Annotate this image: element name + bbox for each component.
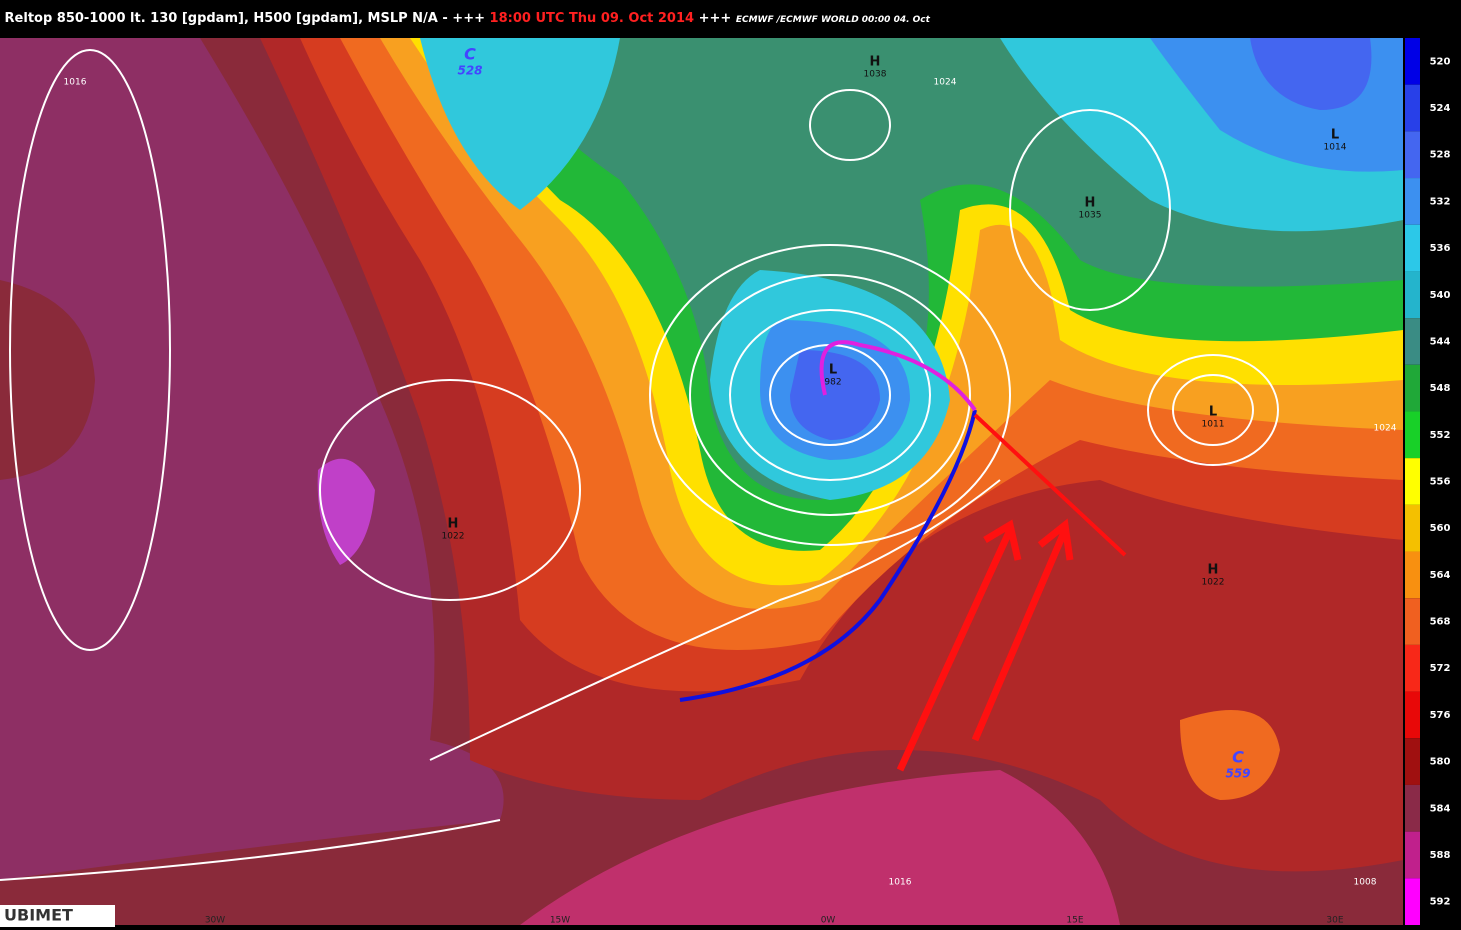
longitude-label: 30W (205, 916, 225, 926)
colorbar-label: 528 (1430, 150, 1451, 161)
isobar-label: 1008 (1354, 878, 1377, 888)
colorbar-label: 588 (1430, 850, 1451, 861)
center-value: 1011 (1202, 420, 1225, 430)
colorbar-label: 584 (1430, 803, 1451, 814)
center-value: 1022 (1202, 578, 1225, 588)
colorbar-swatch (1405, 551, 1420, 599)
isobar-label: 1024 (1374, 424, 1397, 434)
colorbar-label: 524 (1430, 103, 1451, 114)
center-value: 982 (824, 378, 841, 388)
colorbar-swatch (1405, 38, 1420, 85)
center-value: 1038 (864, 70, 887, 80)
center-value: 559 (1225, 767, 1250, 781)
center-letter: L (1331, 128, 1339, 143)
longitude-label: 15W (550, 916, 570, 926)
center-letter: H (1085, 196, 1096, 211)
colorbar-label: 592 (1430, 897, 1451, 908)
colorbar-swatch (1405, 224, 1420, 272)
colorbar-swatch (1405, 691, 1420, 739)
logo-box (0, 905, 115, 927)
colorbar-label: 520 (1430, 56, 1451, 67)
model: ECMWF /ECMWF WORLD 00:00 04. Oct (735, 15, 930, 25)
colorbar-label: 564 (1430, 570, 1451, 581)
isobar-label: 1016 (889, 878, 912, 888)
colorbar-swatch (1405, 364, 1420, 412)
colorbar-swatch (1405, 738, 1420, 785)
colorbar-swatch (1405, 784, 1420, 832)
colorbar-swatch (1405, 84, 1420, 132)
colorbar-swatch (1405, 504, 1420, 552)
center-letter: L (829, 363, 837, 378)
center-letter: H (448, 517, 459, 532)
colorbar-label: 556 (1430, 477, 1451, 488)
header: Reltop 850-1000 lt. 130 [gpdam], H500 [g… (0, 0, 1461, 38)
colorbar-label: 552 (1430, 430, 1451, 441)
colorbar-swatch (1405, 458, 1420, 505)
colorbar-label: 544 (1430, 336, 1451, 347)
isobar-label: 1024 (934, 78, 957, 88)
longitude-label: 0W (821, 916, 836, 926)
suffix: +++ (698, 11, 732, 26)
colorbar-label: 580 (1430, 757, 1451, 768)
colorbar-label: 548 (1430, 383, 1451, 394)
colorbar-label: 540 (1430, 290, 1451, 301)
colorbar-swatch (1405, 831, 1420, 879)
colorbar-label: 572 (1430, 663, 1451, 674)
isobar-label: 1016 (64, 78, 87, 88)
center-value: 1022 (442, 532, 465, 542)
fronts (679, 340, 1127, 772)
colorbar-swatch (1405, 878, 1420, 925)
longitude-label: 30E (1326, 916, 1343, 926)
colorbar-swatch (1405, 598, 1420, 645)
title: Reltop 850-1000 lt. 130 [gpdam], H500 [g… (4, 11, 485, 26)
colorbar-swatch (1405, 131, 1420, 179)
center-value: 528 (457, 64, 482, 78)
longitude-label: 15E (1066, 916, 1083, 926)
colorbar-label: 536 (1430, 243, 1451, 254)
center-letter: C (464, 45, 476, 64)
colorbar-swatch (1405, 318, 1420, 365)
colorbar-label: 532 (1430, 196, 1451, 207)
colorbar-label: 560 (1430, 523, 1451, 534)
colorbar-swatch (1405, 411, 1420, 459)
colorbar-swatch (1405, 178, 1420, 225)
center-value: 1035 (1079, 211, 1102, 221)
flow-arrows (896, 518, 1074, 772)
colorbar-swatch (1405, 644, 1420, 692)
center-letter: H (870, 55, 881, 70)
warm-front (973, 413, 1127, 557)
center-letter: C (1232, 748, 1244, 767)
isobars (0, 49, 1279, 881)
center-letter: L (1209, 405, 1217, 420)
colorbar-label: 568 (1430, 617, 1451, 628)
colorbar-label: 576 (1430, 710, 1451, 721)
center-value: 1014 (1324, 143, 1347, 153)
logo: UBIMET (4, 906, 73, 925)
center-letter: H (1208, 563, 1219, 578)
colorbar-swatch (1405, 271, 1420, 319)
occlusion (819, 340, 977, 412)
map-fields (0, 38, 1403, 925)
time: 18:00 UTC Thu 09. Oct 2014 (489, 11, 695, 26)
cold-front (679, 409, 977, 702)
